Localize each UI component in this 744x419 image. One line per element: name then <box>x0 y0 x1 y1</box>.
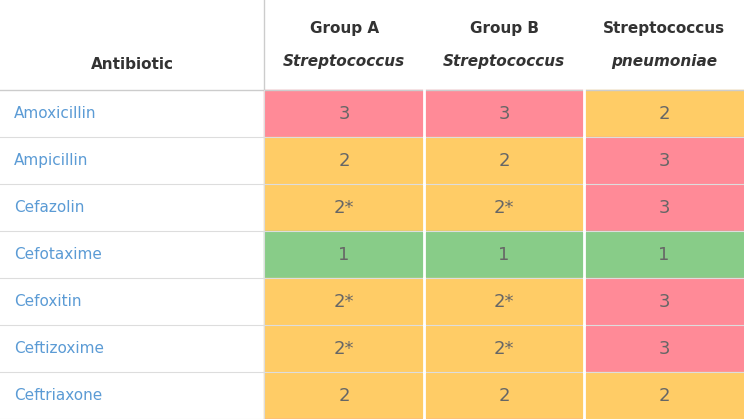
Bar <box>424 372 584 419</box>
Text: Streptococcus: Streptococcus <box>283 54 405 69</box>
Text: 1: 1 <box>498 246 510 264</box>
Text: 2: 2 <box>339 152 350 170</box>
Text: 1: 1 <box>339 246 350 264</box>
Bar <box>0 137 264 184</box>
Text: 2: 2 <box>498 386 510 404</box>
Text: 2*: 2* <box>494 199 514 217</box>
Text: 2: 2 <box>498 152 510 170</box>
Bar <box>584 137 744 184</box>
Bar <box>264 278 424 325</box>
Text: 3: 3 <box>498 104 510 122</box>
Bar <box>264 184 424 231</box>
Bar <box>584 325 744 372</box>
Bar <box>0 372 264 419</box>
Bar <box>0 90 264 137</box>
Text: Ceftriaxone: Ceftriaxone <box>14 388 102 403</box>
Bar <box>424 137 584 184</box>
Bar <box>424 278 584 325</box>
Text: 2*: 2* <box>334 339 354 357</box>
Text: Antibiotic: Antibiotic <box>91 57 173 72</box>
Text: Ceftizoxime: Ceftizoxime <box>14 341 104 356</box>
Text: Cefotaxime: Cefotaxime <box>14 247 102 262</box>
Text: pneumoniae: pneumoniae <box>611 54 717 69</box>
Bar <box>424 90 584 137</box>
Text: Streptococcus: Streptococcus <box>443 54 565 69</box>
Text: Cefoxitin: Cefoxitin <box>14 294 82 309</box>
Text: 2*: 2* <box>334 199 354 217</box>
Bar <box>264 231 424 278</box>
Bar <box>264 325 424 372</box>
Bar <box>584 372 744 419</box>
Text: 3: 3 <box>339 104 350 122</box>
Text: Cefazolin: Cefazolin <box>14 200 84 215</box>
Text: 3: 3 <box>658 339 670 357</box>
Text: 2*: 2* <box>494 339 514 357</box>
Bar <box>584 231 744 278</box>
Bar <box>584 184 744 231</box>
Bar <box>0 184 264 231</box>
Bar <box>0 231 264 278</box>
Text: Group B: Group B <box>469 21 539 36</box>
Bar <box>264 137 424 184</box>
Text: 2: 2 <box>658 386 670 404</box>
Bar <box>424 184 584 231</box>
Bar <box>0 278 264 325</box>
Text: 2*: 2* <box>334 292 354 310</box>
Bar <box>0 325 264 372</box>
Bar <box>584 278 744 325</box>
Text: 3: 3 <box>658 199 670 217</box>
Text: 2: 2 <box>658 104 670 122</box>
Text: Streptococcus: Streptococcus <box>603 21 725 36</box>
Text: 2: 2 <box>339 386 350 404</box>
Text: 3: 3 <box>658 152 670 170</box>
Bar <box>264 372 424 419</box>
Bar <box>0 0 744 90</box>
Text: 2*: 2* <box>494 292 514 310</box>
Text: 1: 1 <box>658 246 670 264</box>
Text: Group A: Group A <box>310 21 379 36</box>
Bar <box>584 90 744 137</box>
Bar <box>424 325 584 372</box>
Bar <box>424 231 584 278</box>
Text: Amoxicillin: Amoxicillin <box>14 106 97 121</box>
Text: 3: 3 <box>658 292 670 310</box>
Text: Ampicillin: Ampicillin <box>14 153 89 168</box>
Bar <box>264 90 424 137</box>
